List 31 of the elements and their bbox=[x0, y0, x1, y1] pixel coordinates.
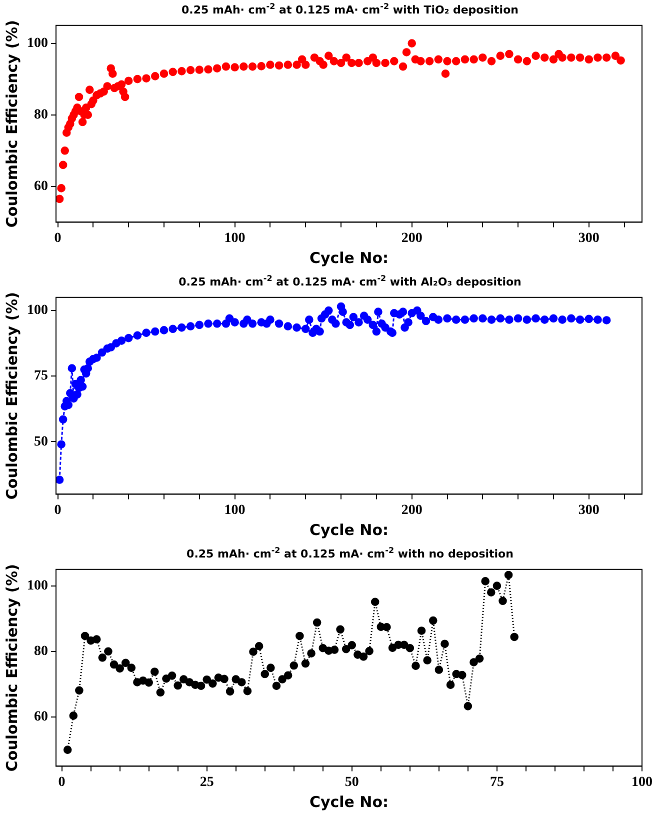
x-tick-label: 25 bbox=[200, 775, 214, 790]
y-tick-label: 80 bbox=[34, 107, 48, 122]
x-axis-title: Cycle No: bbox=[309, 248, 389, 267]
x-tick-label: 200 bbox=[401, 231, 422, 246]
x-tick-label: 100 bbox=[224, 503, 246, 518]
y-tick-label: 100 bbox=[27, 578, 48, 594]
x-tick-label: 0 bbox=[54, 231, 62, 246]
x-tick-label: 75 bbox=[490, 775, 504, 790]
x-tick-label: 300 bbox=[578, 503, 600, 518]
chart-title: 0.25 mAh· cm$^{-2}$ at 0.125 mA· cm$^{-2}$ with TiO₂ deposition bbox=[180, 2, 520, 17]
x-axis-title: Cycle No: bbox=[309, 792, 389, 811]
y-tick-label: 60 bbox=[34, 179, 48, 194]
x-tick-label: 100 bbox=[632, 775, 652, 790]
y-axis-title: Coulombic Efficiency (%) bbox=[2, 292, 21, 500]
chart-title: 0.25 mAh· cm$^{-2}$ at 0.125 mA· cm$^{-2}$ with Al₂O₃ deposition bbox=[178, 274, 522, 289]
chart-title: 0.25 mAh· cm$^{-2}$ at 0.125 mA· cm$^{-2}$ with no deposition bbox=[186, 546, 514, 561]
y-tick-label: 60 bbox=[34, 710, 48, 725]
y-tick-label: 80 bbox=[34, 644, 48, 660]
y-tick-label: 100 bbox=[27, 303, 48, 318]
y-axis-title: Coulombic Efficiency (%) bbox=[2, 564, 21, 772]
x-axis-title: Cycle No: bbox=[309, 520, 389, 539]
x-tick-label: 200 bbox=[401, 503, 422, 518]
x-tick-label: 300 bbox=[578, 231, 600, 246]
x-tick-label: 0 bbox=[54, 503, 62, 518]
x-tick-label: 50 bbox=[344, 775, 359, 790]
x-tick-label: 100 bbox=[224, 231, 246, 246]
y-axis-title: Coulombic Efficiency (%) bbox=[2, 20, 21, 228]
y-tick-label: 50 bbox=[34, 434, 48, 450]
y-tick-label: 75 bbox=[34, 368, 48, 384]
y-tick-label: 100 bbox=[27, 36, 48, 51]
x-tick-label: 0 bbox=[58, 775, 66, 790]
